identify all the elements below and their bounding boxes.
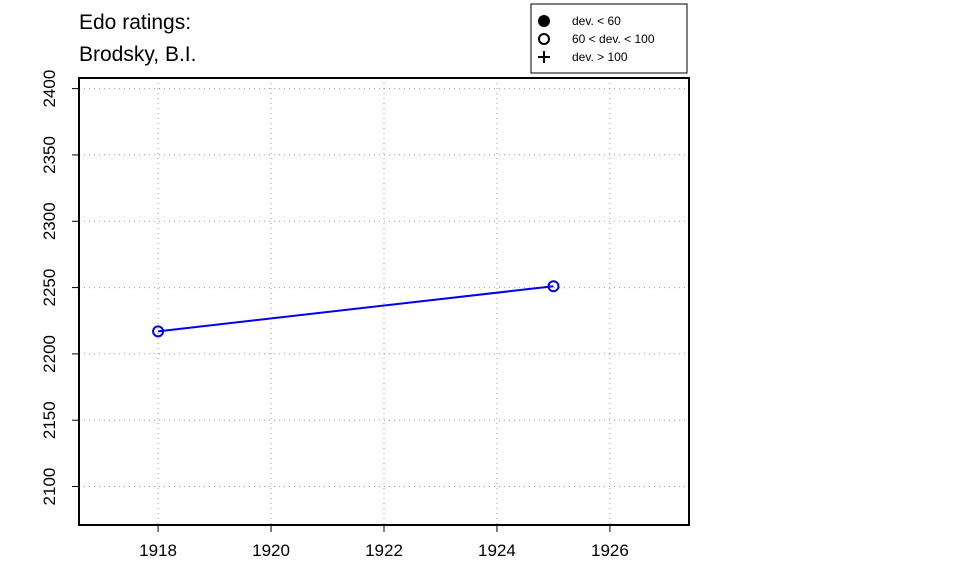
x-tick-label: 1920 (252, 541, 290, 560)
x-tick-label: 1922 (365, 541, 403, 560)
legend-marker (538, 51, 550, 63)
data-point (547, 280, 560, 293)
chart-subtitle: Brodsky, B.I. (79, 43, 196, 66)
legend-marker (538, 15, 550, 27)
y-tick-label: 2100 (40, 468, 59, 506)
y-tick-label: 2250 (40, 269, 59, 307)
x-tick-label: 1926 (591, 541, 629, 560)
plot-frame (78, 77, 690, 526)
data-point (152, 325, 165, 338)
y-tick-label: 2350 (40, 136, 59, 174)
x-tick-label: 1924 (478, 541, 516, 560)
legend-marker (538, 33, 550, 45)
chart-title: Edo ratings: (79, 11, 191, 34)
series-line (157, 285, 554, 333)
x-tick-label: 1918 (139, 541, 177, 560)
legend-box (530, 3, 688, 74)
legend-label: dev. > 100 (572, 50, 628, 64)
y-tick-label: 2400 (40, 70, 59, 108)
y-tick-label: 2150 (40, 401, 59, 439)
y-tick-label: 2300 (40, 202, 59, 240)
legend-label: 60 < dev. < 100 (572, 32, 655, 46)
y-tick-label: 2200 (40, 335, 59, 373)
legend-label: dev. < 60 (572, 14, 621, 28)
